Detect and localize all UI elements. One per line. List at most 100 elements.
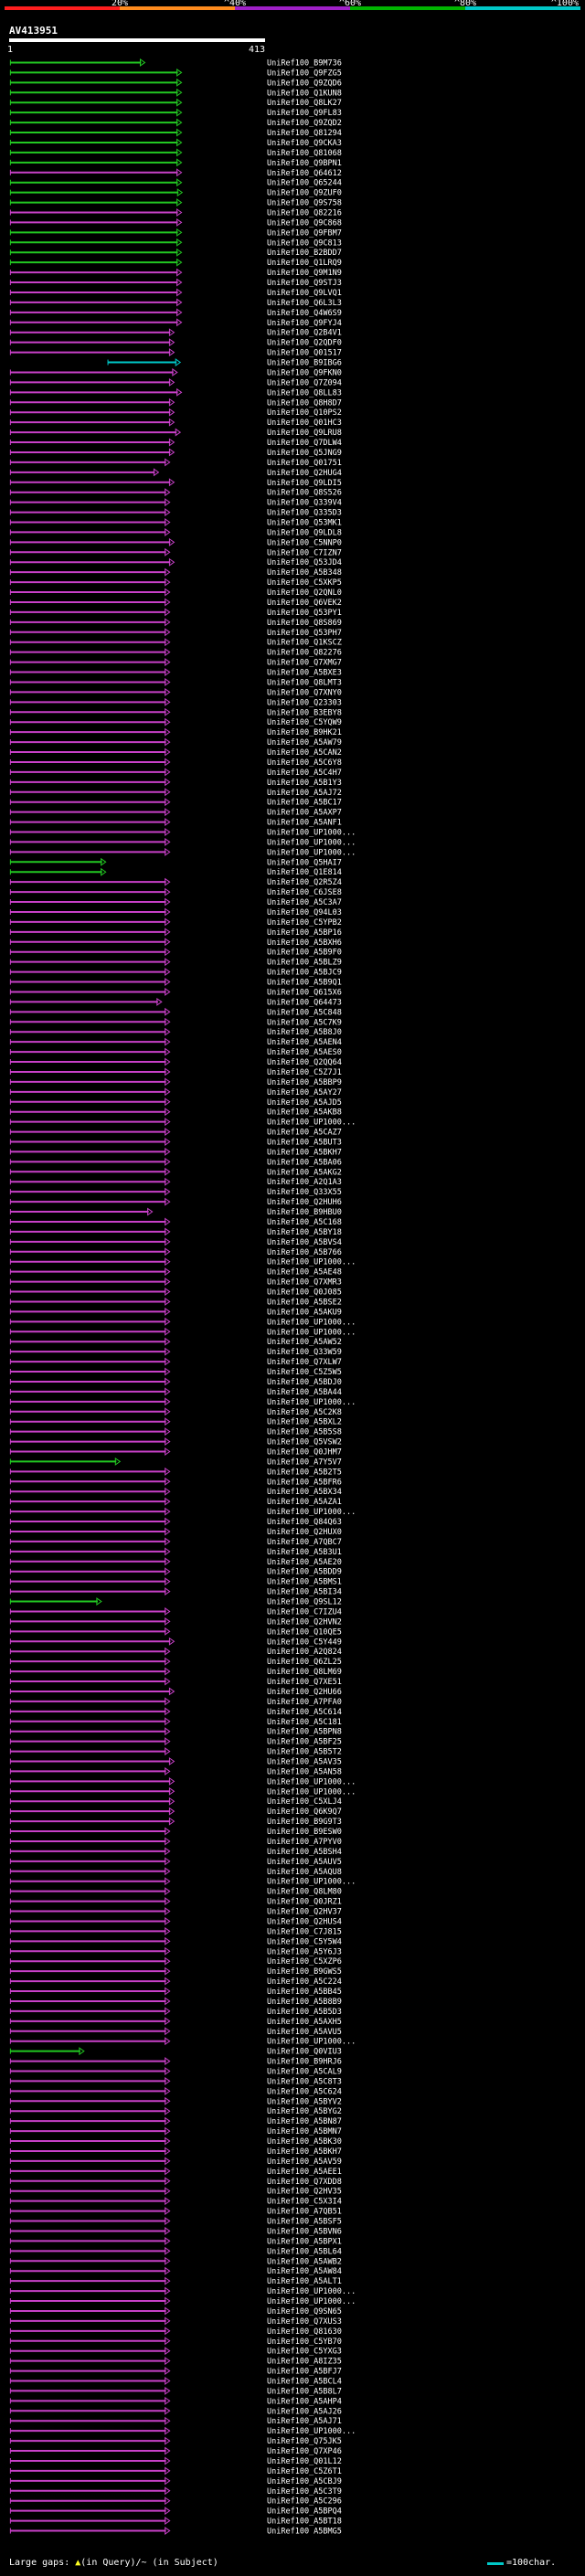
- hit-row[interactable]: UniRef100_A5B9F0: [9, 948, 342, 958]
- hit-label[interactable]: UniRef100_Q23303: [267, 698, 342, 707]
- hit-label[interactable]: UniRef100_A5BA06: [267, 1158, 342, 1167]
- hit-label[interactable]: UniRef100_Q82276: [267, 649, 342, 658]
- hit-label[interactable]: UniRef100_C5Z7J1: [267, 1068, 342, 1077]
- hit-label[interactable]: UniRef100_Q53MK1: [267, 519, 342, 528]
- hit-row[interactable]: UniRef100_A5AN58: [9, 1766, 342, 1776]
- hit-label[interactable]: UniRef100_Q7XDD8: [267, 2178, 342, 2187]
- hit-row[interactable]: UniRef100_Q9ZUF0: [9, 188, 342, 198]
- hit-row[interactable]: UniRef100_A5C624: [9, 2086, 342, 2096]
- hit-row[interactable]: UniRef100_A5BYV2: [9, 2096, 342, 2106]
- hit-row[interactable]: UniRef100_Q9ZQD2: [9, 118, 342, 128]
- hit-row[interactable]: UniRef100_Q64612: [9, 168, 342, 178]
- hit-row[interactable]: UniRef100_A5B8J0: [9, 1027, 342, 1037]
- hit-label[interactable]: UniRef100_Q9ZQD2: [267, 119, 342, 128]
- hit-label[interactable]: UniRef100_Q9LVQ1: [267, 289, 342, 298]
- hit-label[interactable]: UniRef100_A5BXE3: [267, 669, 342, 678]
- hit-row[interactable]: UniRef100_A5AW84: [9, 2266, 342, 2276]
- hit-label[interactable]: UniRef100_A7PFA0: [267, 1698, 342, 1707]
- hit-label[interactable]: UniRef100_A5AY27: [267, 1088, 342, 1097]
- hit-row[interactable]: UniRef100_C5YXG3: [9, 2347, 342, 2357]
- hit-label[interactable]: UniRef100_A5BKH7: [267, 2147, 342, 2157]
- hit-label[interactable]: UniRef100_A5C848: [267, 1008, 342, 1017]
- hit-label[interactable]: UniRef100_Q2HUG4: [267, 469, 342, 478]
- hit-label[interactable]: UniRef100_Q81068: [267, 149, 342, 158]
- hit-label[interactable]: UniRef100_Q7DLW4: [267, 439, 342, 448]
- hit-row[interactable]: UniRef100_A5AE48: [9, 1267, 342, 1277]
- hit-row[interactable]: UniRef100_A5BCL4: [9, 2377, 342, 2387]
- hit-label[interactable]: UniRef100_Q9SN65: [267, 2307, 342, 2316]
- hit-label[interactable]: UniRef100_A5C3T9: [267, 2487, 342, 2496]
- hit-label[interactable]: UniRef100_Q01517: [267, 349, 342, 358]
- hit-row[interactable]: UniRef100_A2Q824: [9, 1647, 342, 1657]
- hit-row[interactable]: UniRef100_A5BB45: [9, 1987, 342, 1997]
- hit-row[interactable]: UniRef100_Q6VEK2: [9, 598, 342, 608]
- hit-label[interactable]: UniRef100_Q335D3: [267, 509, 342, 518]
- hit-label[interactable]: UniRef100_A5BUT3: [267, 1139, 342, 1148]
- hit-row[interactable]: UniRef100_Q6K9Q7: [9, 1807, 342, 1817]
- hit-label[interactable]: UniRef100_Q7Z094: [267, 378, 342, 387]
- hit-label[interactable]: UniRef100_A5BT18: [267, 2518, 342, 2527]
- hit-row[interactable]: UniRef100_A5BPQ4: [9, 2507, 342, 2517]
- hit-label[interactable]: UniRef100_Q9M1N9: [267, 269, 342, 278]
- hit-label[interactable]: UniRef100_B9ESW0: [267, 1828, 342, 1837]
- hit-label[interactable]: UniRef100_A5AJ26: [267, 2407, 342, 2416]
- hit-row[interactable]: UniRef100_A5AXH5: [9, 2017, 342, 2027]
- hit-row[interactable]: UniRef100_Q9SN65: [9, 2306, 342, 2316]
- hit-row[interactable]: UniRef100_A7QB51: [9, 2207, 342, 2217]
- hit-label[interactable]: UniRef100_A5C2K8: [267, 1408, 342, 1417]
- hit-label[interactable]: UniRef100_A5BN87: [267, 2117, 342, 2126]
- hit-label[interactable]: UniRef100_Q94L03: [267, 908, 342, 917]
- hit-label[interactable]: UniRef100_A5C614: [267, 1708, 342, 1717]
- hit-row[interactable]: UniRef100_Q53PY1: [9, 608, 342, 618]
- hit-label[interactable]: UniRef100_Q1E814: [267, 868, 342, 877]
- hit-row[interactable]: UniRef100_Q81294: [9, 128, 342, 138]
- hit-label[interactable]: UniRef100_A5AJ72: [267, 789, 342, 798]
- hit-label[interactable]: UniRef100_C5Z5W5: [267, 1368, 342, 1377]
- hit-label[interactable]: UniRef100_Q339V4: [267, 499, 342, 508]
- hit-label[interactable]: UniRef100_C5YB70: [267, 2337, 342, 2347]
- hit-label[interactable]: UniRef100_A5C7K9: [267, 1018, 342, 1027]
- hit-row[interactable]: UniRef100_C5Z5W5: [9, 1367, 342, 1377]
- hit-row[interactable]: UniRef100_Q9FL83: [9, 108, 342, 118]
- hit-label[interactable]: UniRef100_A5BVS4: [267, 1238, 342, 1247]
- hit-row[interactable]: UniRef100_A5ANF1: [9, 818, 342, 828]
- hit-row[interactable]: UniRef100_A2Q1A3: [9, 1177, 342, 1187]
- hit-row[interactable]: UniRef100_A5B8L7: [9, 2386, 342, 2396]
- hit-label[interactable]: UniRef100_A2Q824: [267, 1648, 342, 1657]
- hit-row[interactable]: UniRef100_A5B2T5: [9, 1467, 342, 1477]
- hit-row[interactable]: UniRef100_A5AES0: [9, 1047, 342, 1057]
- hit-label[interactable]: UniRef100_A5ALT1: [267, 2277, 342, 2286]
- hit-label[interactable]: UniRef100_C5XZP6: [267, 1957, 342, 1966]
- hit-row[interactable]: UniRef100_Q01751: [9, 458, 342, 468]
- hit-label[interactable]: UniRef100_A5BPN8: [267, 1728, 342, 1737]
- hit-label[interactable]: UniRef100_A5AW52: [267, 1338, 342, 1347]
- hit-label[interactable]: UniRef100_A5C8T3: [267, 2077, 342, 2086]
- hit-label[interactable]: UniRef100_UP1000...: [267, 1508, 356, 1517]
- hit-label[interactable]: UniRef100_Q9CKA3: [267, 139, 342, 148]
- hit-label[interactable]: UniRef100_Q0J085: [267, 1288, 342, 1298]
- hit-label[interactable]: UniRef100_C6JSE8: [267, 888, 342, 897]
- hit-row[interactable]: UniRef100_UP1000...: [9, 1257, 356, 1267]
- hit-row[interactable]: UniRef100_Q8S869: [9, 618, 342, 628]
- hit-row[interactable]: UniRef100_A5BXE3: [9, 668, 342, 678]
- hit-label[interactable]: UniRef100_A5B5S8: [267, 1428, 342, 1437]
- hit-row[interactable]: UniRef100_A5BBP9: [9, 1077, 342, 1087]
- hit-row[interactable]: UniRef100_Q75JK5: [9, 2436, 342, 2446]
- hit-row[interactable]: UniRef100_A5BDJ0: [9, 1377, 342, 1387]
- hit-label[interactable]: UniRef100_A5AE48: [267, 1268, 342, 1277]
- hit-label[interactable]: UniRef100_Q7XUS3: [267, 2317, 342, 2327]
- hit-label[interactable]: UniRef100_UP1000...: [267, 829, 356, 838]
- hit-row[interactable]: UniRef100_A5BSF5: [9, 2217, 342, 2227]
- hit-label[interactable]: UniRef100_Q8LL83: [267, 388, 342, 398]
- hit-row[interactable]: UniRef100_UP1000...: [9, 2037, 356, 2047]
- hit-row[interactable]: UniRef100_Q23303: [9, 697, 342, 707]
- hit-label[interactable]: UniRef100_C5XLJ4: [267, 1797, 342, 1807]
- hit-row[interactable]: UniRef100_Q10PS2: [9, 408, 342, 418]
- hit-row[interactable]: UniRef100_A5CAN2: [9, 747, 342, 758]
- hit-row[interactable]: UniRef100_C5Y5W4: [9, 1936, 342, 1946]
- hit-row[interactable]: UniRef100_UP1000...: [9, 1877, 356, 1887]
- hit-label[interactable]: UniRef100_B9IBG6: [267, 359, 342, 368]
- hit-label[interactable]: UniRef100_UP1000...: [267, 1258, 356, 1267]
- hit-row[interactable]: UniRef100_Q82276: [9, 648, 342, 658]
- hit-label[interactable]: UniRef100_Q65244: [267, 179, 342, 188]
